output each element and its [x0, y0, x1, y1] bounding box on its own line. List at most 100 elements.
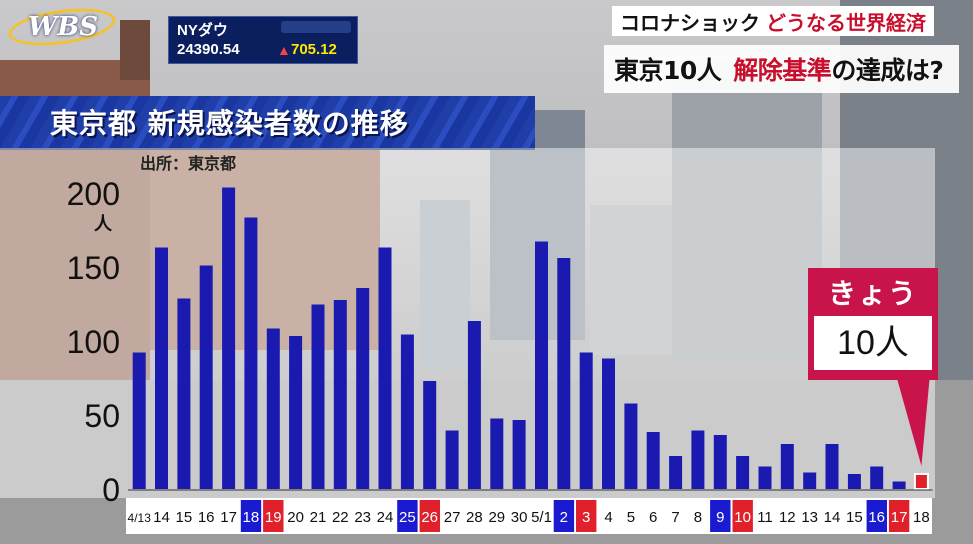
- x-tick-label: 3: [582, 509, 590, 526]
- series-accent: どうなる世界経済: [766, 10, 926, 35]
- bar: [736, 456, 750, 489]
- bar: [691, 430, 705, 489]
- today-bar: [913, 473, 929, 490]
- provider-logo: [281, 21, 351, 33]
- x-tick-label: 26: [421, 509, 438, 526]
- y-unit-label: 人: [94, 214, 112, 235]
- bar: [311, 304, 325, 489]
- saturday-label-bg: [397, 500, 418, 532]
- series-name: コロナショック: [620, 10, 760, 35]
- x-tick-label: 27: [444, 509, 461, 526]
- x-tick-label: 21: [310, 509, 327, 526]
- bar: [758, 466, 772, 489]
- chart-title-band: [0, 96, 535, 150]
- x-tick-label: 24: [377, 509, 394, 526]
- sunday-label-bg: [576, 500, 597, 532]
- sunday-label-bg: [888, 500, 910, 532]
- saturday-label-bg: [553, 500, 575, 532]
- bar: [400, 334, 414, 489]
- x-tick-label: 2: [560, 509, 568, 526]
- bar: [557, 258, 571, 489]
- y-tick-label: 0: [102, 472, 120, 508]
- x-tick-label: 16: [868, 509, 885, 526]
- sunday-label-bg: [419, 500, 440, 532]
- bar: [356, 288, 370, 489]
- question-part-c: の達成は?: [831, 56, 944, 85]
- saturday-label-bg: [866, 500, 887, 532]
- building: [420, 200, 470, 370]
- callout-pointer: [897, 380, 930, 466]
- building: [672, 60, 822, 360]
- y-tick-label: 150: [66, 250, 120, 286]
- sunday-label-bg: [263, 500, 284, 532]
- building: [120, 20, 150, 80]
- bar: [646, 432, 660, 489]
- x-tick-label: 19: [265, 509, 282, 526]
- x-tick-label: 5: [627, 509, 635, 526]
- x-tick-label: 10: [734, 509, 751, 526]
- x-tick-label: 9: [716, 509, 724, 526]
- x-tick-label: 30: [511, 509, 528, 526]
- x-tick-label: 22: [332, 509, 349, 526]
- y-tick-label: 100: [66, 324, 120, 360]
- x-tick-label: 20: [287, 509, 304, 526]
- bar: [825, 444, 839, 489]
- bar: [535, 241, 548, 489]
- bar: [445, 430, 459, 489]
- bar: [602, 358, 615, 489]
- y-tick-label: 200: [66, 176, 120, 212]
- x-tick-label: 7: [671, 509, 679, 526]
- saturday-label-bg: [710, 500, 731, 532]
- bar: [803, 472, 817, 489]
- x-tick-label: 17: [220, 509, 237, 526]
- question-part-a: 東京10人: [614, 56, 722, 85]
- bar: [378, 247, 392, 489]
- ticker-change: 705.12: [291, 41, 337, 58]
- bar: [624, 403, 638, 489]
- y-tick-label: 50: [84, 398, 120, 434]
- ticker-name: NYダウ: [177, 22, 228, 39]
- bar: [780, 444, 794, 489]
- wbs-logo: WBS: [6, 2, 118, 52]
- bar: [490, 418, 504, 489]
- sunday-label-bg: [732, 500, 753, 532]
- bar: [467, 321, 481, 489]
- today-callout: きょう 10人: [808, 268, 938, 380]
- chart-title: 東京都 新規感染者数の推移: [50, 107, 409, 140]
- x-tick-label: 5/1: [531, 509, 552, 526]
- x-tick-label: 13: [801, 509, 818, 526]
- x-tick-label: 18: [913, 509, 930, 526]
- logo-text: WBS: [28, 12, 98, 42]
- x-tick-label: 25: [399, 509, 416, 526]
- building: [590, 205, 680, 355]
- x-tick-label: 29: [488, 509, 505, 526]
- x-tick-label: 23: [354, 509, 371, 526]
- up-arrow-icon: ▲: [277, 42, 291, 58]
- bar: [222, 187, 236, 489]
- bar: [423, 381, 437, 489]
- bar: [244, 217, 258, 489]
- stock-ticker: NYダウ 24390.54 ▲ 705.12: [168, 16, 358, 64]
- series-headline: コロナショック どうなる世界経済: [612, 6, 934, 36]
- x-tick-label: 15: [846, 509, 863, 526]
- x-tick-label: 16: [198, 509, 215, 526]
- x-tick-label: 15: [176, 509, 193, 526]
- bar: [669, 456, 683, 489]
- x-tick-label: 18: [243, 509, 260, 526]
- saturday-label-bg: [240, 500, 262, 532]
- today-value: 10人: [814, 316, 932, 370]
- bar: [266, 328, 280, 489]
- ticker-value: 24390.54: [177, 41, 240, 58]
- bar: [713, 435, 727, 489]
- x-tick-label: 14: [153, 509, 170, 526]
- bar: [579, 352, 593, 489]
- x-tick-label: 6: [649, 509, 657, 526]
- x-tick-label: 8: [694, 509, 702, 526]
- x-tick-label: 17: [891, 509, 908, 526]
- bar: [512, 420, 526, 489]
- question-headline: 東京10人 解除基準 の達成は?: [604, 45, 959, 93]
- bar: [892, 481, 906, 489]
- today-label: きょう: [827, 277, 918, 310]
- question-part-b: 解除基準: [733, 56, 832, 85]
- bar: [870, 466, 884, 489]
